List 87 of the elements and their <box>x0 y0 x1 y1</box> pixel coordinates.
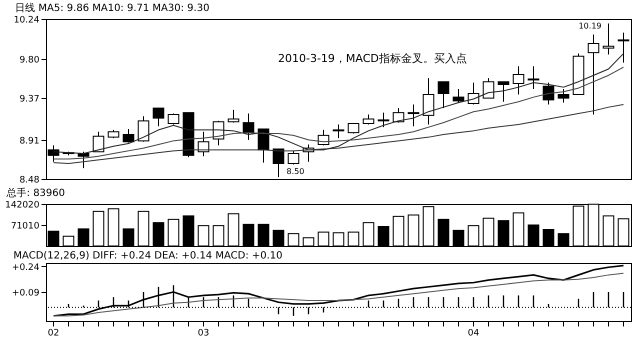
candlestick <box>332 124 344 139</box>
bar <box>452 230 464 246</box>
chart-title: 日线 MA5: 9.86 MA10: 9.71 MA30: 9.30 <box>15 2 210 14</box>
candlestick <box>348 123 360 134</box>
chart-title: MACD(12,26,9) DIFF: +0.24 DEA: +0.14 MACD: +0.10 <box>13 250 283 262</box>
bar <box>542 228 554 246</box>
bar <box>602 215 614 246</box>
candlestick <box>468 82 480 105</box>
x-tick-label: 04 <box>468 328 480 338</box>
bar <box>182 215 194 246</box>
bar <box>212 225 224 246</box>
bar <box>468 225 480 246</box>
annotation: 10.19 <box>578 22 602 31</box>
bar <box>258 224 270 246</box>
bar <box>438 218 450 246</box>
candlestick <box>408 104 420 127</box>
candlestick <box>228 109 240 124</box>
bar <box>152 222 164 246</box>
bar <box>48 230 60 246</box>
candlestick <box>438 81 450 109</box>
candlestick <box>482 78 494 99</box>
bar <box>392 216 404 246</box>
bar <box>108 208 120 246</box>
y-tick-label: 8.48 <box>19 176 40 186</box>
bar <box>378 226 390 246</box>
bar <box>408 214 420 246</box>
candlestick <box>362 114 374 125</box>
candlestick <box>422 78 434 125</box>
bar <box>348 232 360 246</box>
candlestick <box>512 66 524 95</box>
bar <box>122 228 134 246</box>
chart-title: 总手: 83960 <box>6 187 66 199</box>
bar <box>498 220 510 246</box>
candlestick <box>542 82 554 105</box>
candlestick <box>152 108 164 127</box>
candlestick <box>618 32 630 64</box>
candlestick <box>48 144 60 162</box>
bar <box>228 213 240 246</box>
candlestick <box>288 150 300 165</box>
candlestick <box>168 113 180 125</box>
y-tick-label: 142020 <box>5 200 40 210</box>
bar <box>558 233 570 246</box>
candlestick <box>588 34 600 115</box>
candlestick <box>198 131 210 157</box>
bar <box>318 232 330 246</box>
bar <box>78 228 90 246</box>
candlestick <box>272 148 284 178</box>
line-series <box>53 66 624 160</box>
annotation: 8.50 <box>286 167 304 176</box>
y-tick-label: 71010 <box>10 222 40 232</box>
bar <box>362 222 374 246</box>
bar <box>272 230 284 246</box>
line-series <box>53 104 624 164</box>
bar <box>168 218 180 246</box>
annotation: 2010-3-19，MACD指标金叉。买入点 <box>278 52 467 65</box>
candlestick <box>378 112 390 128</box>
y-tick-label: 10.24 <box>14 16 40 26</box>
bar <box>302 237 314 246</box>
bar <box>332 232 344 246</box>
bar <box>242 224 254 246</box>
y-tick-label: 8.91 <box>19 136 40 146</box>
y-tick-label: 9.37 <box>19 94 40 105</box>
bar <box>482 218 494 246</box>
candlestick <box>92 131 104 152</box>
bar <box>92 210 104 246</box>
y-tick-label: 9.80 <box>19 56 40 66</box>
line-series <box>53 272 624 316</box>
candlestick <box>498 81 510 102</box>
y-tick-label: +0.09 <box>12 288 40 298</box>
candlestick <box>528 66 540 90</box>
candlestick <box>122 128 134 144</box>
candlestick <box>78 151 90 169</box>
x-tick-label: 02 <box>48 328 60 338</box>
candlestick <box>392 108 404 124</box>
bar <box>138 210 150 246</box>
candlestick <box>318 129 330 146</box>
bar <box>62 236 74 246</box>
bar <box>528 224 540 246</box>
candlestick <box>558 88 570 104</box>
candlestick <box>602 23 614 55</box>
candlestick <box>242 113 254 140</box>
bar <box>512 212 524 246</box>
bar <box>198 225 210 246</box>
candlestick <box>452 88 464 104</box>
bar <box>288 233 300 246</box>
x-tick-label: 03 <box>198 328 210 338</box>
y-tick-label: +0.24 <box>12 262 40 273</box>
